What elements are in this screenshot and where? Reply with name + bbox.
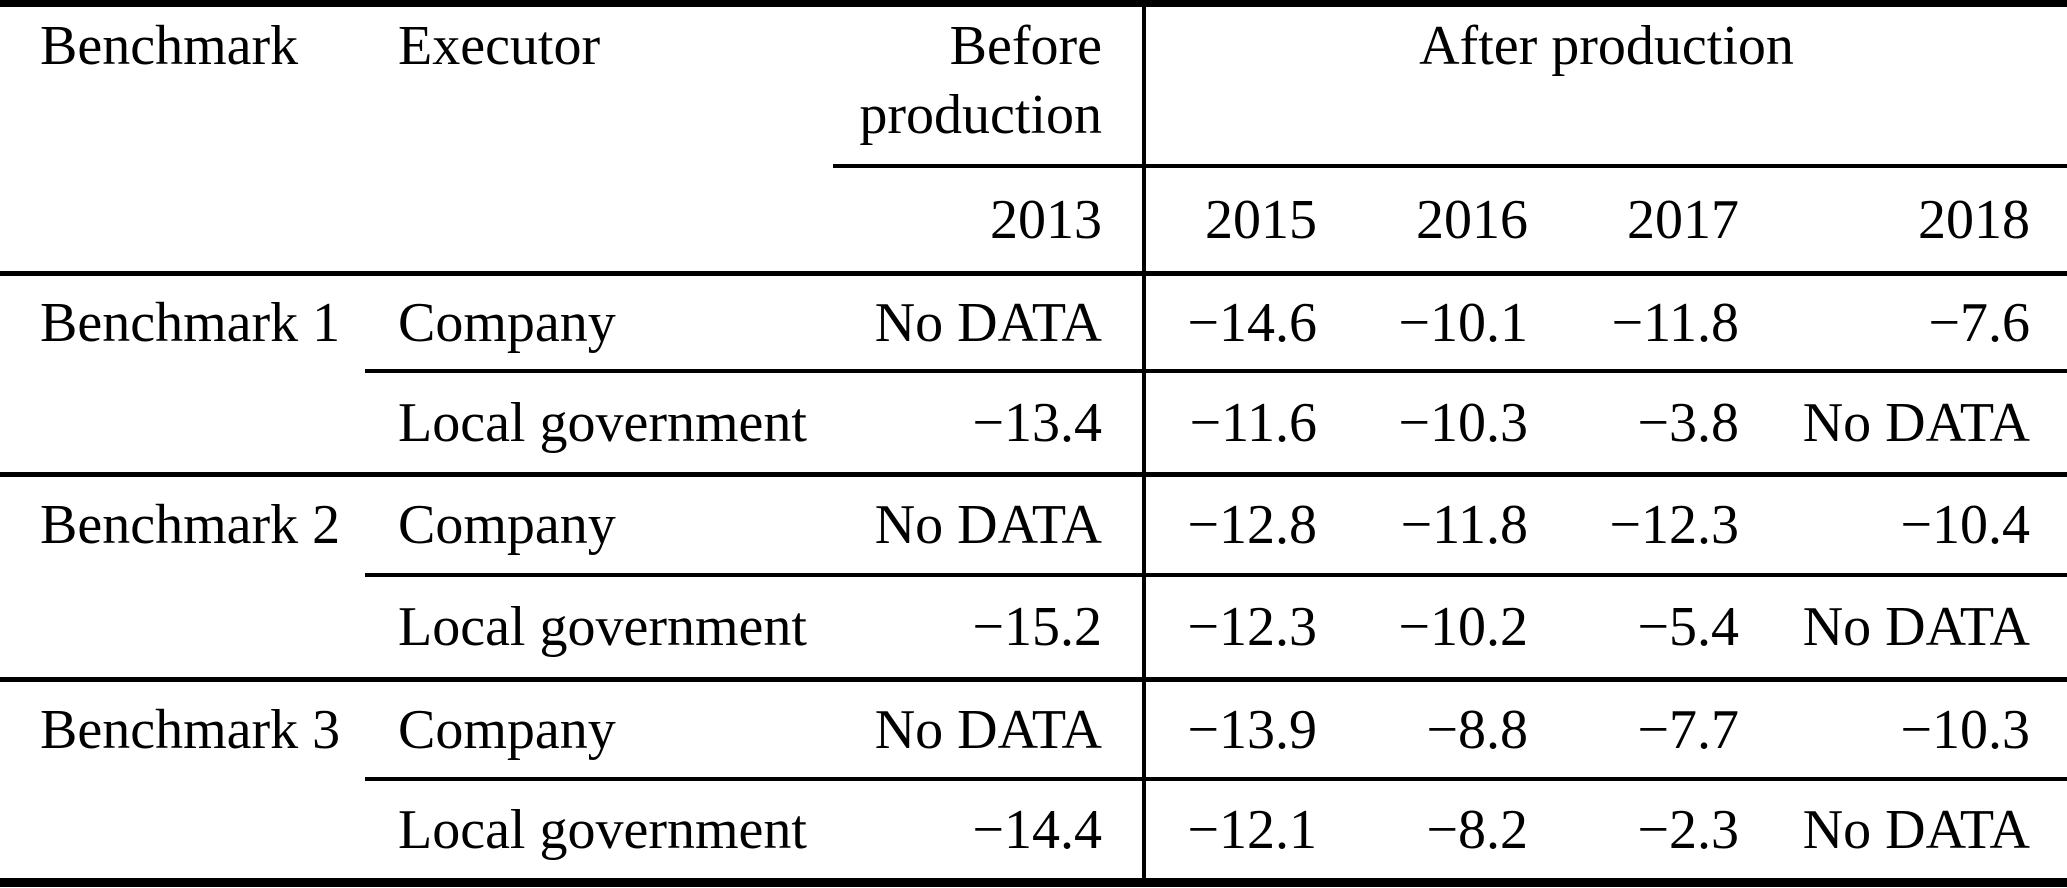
full-rule: [0, 472, 2067, 477]
table-row: Local government −14.4 −12.1 −8.2 −2.3 N…: [0, 781, 2067, 878]
benchmark-label: [0, 577, 365, 677]
value-2013: −14.4: [833, 781, 1146, 878]
partial-rule: [365, 369, 2067, 373]
benchmark-label: [0, 373, 365, 472]
year-2016-header: 2016: [1416, 188, 1528, 251]
value-2018: No DATA: [1802, 391, 2030, 454]
year-header-row: 2013 2015 2016 2017 2018: [0, 168, 2067, 271]
value-2018: −10.4: [1900, 494, 2030, 556]
value-2017: −7.7: [1637, 698, 1739, 761]
header-before-line2: production: [859, 84, 1102, 146]
table-row: Benchmark 3 Company No DATA −13.9 −8.8 −…: [0, 682, 2067, 777]
bottom-rule: [0, 878, 2067, 887]
value-2016: −8.8: [1426, 698, 1528, 761]
executor-label: Local government: [398, 596, 807, 658]
year-2017-header: 2017: [1627, 188, 1739, 251]
executor-label: Local government: [398, 798, 807, 861]
benchmark-label: Benchmark 3: [40, 698, 341, 761]
value-2015: −12.8: [1187, 494, 1317, 556]
value-2016: −10.2: [1398, 596, 1528, 658]
value-2016: −10.1: [1398, 291, 1528, 354]
value-2016: −8.2: [1426, 798, 1528, 861]
full-rule: [0, 677, 2067, 682]
value-2013: No DATA: [833, 682, 1146, 777]
executor-label: Company: [398, 494, 616, 556]
executor-label: Company: [398, 698, 616, 761]
empty-cell: [365, 168, 833, 271]
partial-rule: [365, 573, 2067, 577]
value-2015: −14.6: [1187, 291, 1317, 354]
benchmark-label: Benchmark 1: [40, 291, 341, 354]
header-before-line1: Before: [949, 15, 1102, 77]
year-2018-header: 2018: [1918, 188, 2030, 251]
header-after-production: After production: [1419, 15, 1794, 77]
year-2013-header: 2013: [833, 168, 1146, 271]
value-2017: −3.8: [1637, 391, 1739, 454]
value-2015: −13.9: [1187, 698, 1317, 761]
header-before-production: Before production: [833, 7, 1146, 164]
value-2017: −2.3: [1637, 798, 1739, 861]
table-row: Local government −13.4 −11.6 −10.3 −3.8 …: [0, 373, 2067, 472]
header-before-production-text: Before production: [859, 12, 1102, 150]
header-executor: Executor: [398, 15, 601, 77]
value-2017: −11.8: [1611, 291, 1739, 354]
full-rule: [0, 271, 2067, 276]
value-2018: −7.6: [1928, 291, 2030, 354]
value-2013: No DATA: [833, 477, 1146, 573]
value-2015: −12.3: [1187, 596, 1317, 658]
value-2013: −15.2: [833, 577, 1146, 677]
value-2016: −10.3: [1398, 391, 1528, 454]
table-row: Benchmark 1 Company No DATA −14.6 −10.1 …: [0, 276, 2067, 369]
value-2015: −11.6: [1189, 391, 1317, 454]
value-2018: −10.3: [1900, 698, 2030, 761]
executor-label: Company: [398, 291, 616, 354]
value-2017: −5.4: [1637, 596, 1739, 658]
value-2018: No DATA: [1802, 596, 2030, 658]
value-2015: −12.1: [1187, 798, 1317, 861]
header-benchmark: Benchmark: [40, 15, 299, 77]
header-mid-rule: [833, 164, 2067, 168]
benchmark-label: [0, 781, 365, 878]
value-2016: −11.8: [1400, 494, 1528, 556]
table-row: Local government −15.2 −12.3 −10.2 −5.4 …: [0, 577, 2067, 677]
top-rule: [0, 0, 2067, 7]
value-2017: −12.3: [1609, 494, 1739, 556]
table-row: Benchmark 2 Company No DATA −12.8 −11.8 …: [0, 477, 2067, 573]
year-2015-header: 2015: [1205, 188, 1317, 251]
value-2013: No DATA: [833, 276, 1146, 369]
value-2013: −13.4: [833, 373, 1146, 472]
value-2018: No DATA: [1802, 798, 2030, 861]
header-row: Benchmark Executor Before production Aft…: [0, 7, 2067, 164]
partial-rule: [365, 777, 2067, 781]
benchmark-label: Benchmark 2: [40, 494, 341, 556]
empty-cell: [0, 168, 365, 271]
executor-label: Local government: [398, 391, 807, 454]
